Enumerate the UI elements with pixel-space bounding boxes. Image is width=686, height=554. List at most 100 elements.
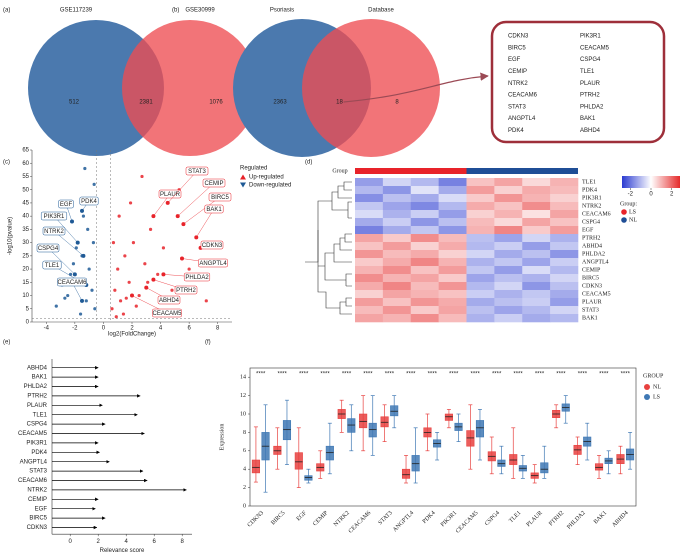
significance-label: **** (342, 372, 352, 378)
heat-cell (355, 282, 384, 291)
y-tick-label: NTRK2 (27, 487, 47, 493)
heat-cell (550, 306, 579, 315)
significance-label: **** (256, 372, 266, 378)
label-box (183, 272, 211, 282)
heat-cell (410, 226, 439, 235)
heat-cell (522, 290, 551, 299)
point (123, 254, 127, 258)
count-label: 2381 (139, 100, 153, 106)
y-tick-label: ANGPTL4 (20, 459, 48, 465)
y-tick-label: PDK4 (31, 450, 47, 456)
heat-cell (522, 218, 551, 227)
point-label: PIK3R1 (44, 214, 65, 220)
y-tick-label: 15 (22, 280, 29, 286)
point-label: CEACAM5 (152, 311, 182, 317)
heat-cell (355, 258, 384, 267)
row-label: TLE1 (582, 179, 596, 185)
heat-cell (522, 282, 551, 291)
gene-name: BIRC5 (508, 45, 526, 51)
heat-cell (382, 250, 412, 259)
significance-label: **** (363, 372, 373, 378)
point (128, 201, 133, 205)
heat-cell (382, 202, 412, 211)
y-tick-label: PIK3R1 (26, 440, 47, 446)
heat-cell (550, 266, 579, 275)
label-box (57, 277, 87, 287)
count-label: 2363 (273, 100, 287, 106)
heat-cell (355, 274, 384, 283)
y-tick-label: 4 (243, 467, 246, 473)
heat-cell (355, 234, 384, 243)
panel-label: (c) (3, 160, 10, 166)
label-box (185, 166, 209, 176)
point (140, 174, 144, 179)
heat-cell (522, 266, 551, 275)
heat-cell (438, 258, 467, 267)
heat-cell (438, 274, 467, 283)
labeled-point (80, 298, 84, 303)
box (401, 468, 411, 479)
label-box (42, 260, 62, 270)
heat-cell (522, 298, 551, 307)
point (78, 312, 83, 316)
box (594, 463, 604, 471)
point (63, 296, 67, 300)
y-tick-label: 30 (22, 240, 29, 246)
box (444, 413, 453, 421)
significance-label: **** (621, 372, 631, 378)
y-tick-label: 50 (22, 187, 29, 193)
gene-name: CEACAM6 (508, 93, 538, 99)
point (137, 293, 141, 298)
labeled-point (151, 214, 156, 219)
gene-name: PLAUR (580, 81, 601, 87)
heat-cell (382, 258, 412, 267)
heat-cell (494, 178, 523, 187)
heat-cell (494, 274, 523, 283)
y-tick-label: CEMIP (28, 497, 47, 503)
x-tick-label: TLE1 (508, 510, 522, 524)
significance-label: **** (492, 372, 502, 378)
row-label: PLAUR (582, 299, 602, 305)
heat-cell (494, 194, 523, 203)
x-tick-label: PHLDA2 (566, 510, 587, 531)
heat-cell (382, 186, 412, 195)
point-label: EGF (60, 202, 73, 208)
heat-cell (438, 242, 467, 251)
heat-cell (410, 178, 439, 187)
panel-label: (e) (3, 340, 10, 346)
row-label: EGF (582, 227, 594, 233)
row-label: BIRC5 (582, 275, 599, 281)
gene-name: EGF (508, 57, 521, 63)
x-tick-label: PTRH2 (548, 510, 565, 527)
significance-label: **** (470, 372, 480, 378)
box (359, 413, 368, 429)
legend-symbol (644, 394, 650, 400)
x-tick-label: CEMIP (312, 510, 330, 528)
point-label: PHLDA2 (185, 275, 209, 281)
gene-name: CDKN3 (508, 34, 529, 40)
heat-cell (494, 290, 523, 299)
heat-cell (550, 242, 579, 251)
label-box (158, 189, 182, 199)
heat-cell (382, 298, 412, 307)
heat-cell (494, 186, 523, 195)
set-circle (122, 20, 258, 156)
heat-cell (466, 202, 495, 211)
significance-label: **** (578, 372, 588, 378)
y-tick-label: 60 (22, 161, 29, 167)
legend-label: LS (629, 209, 636, 215)
heat-cell (355, 306, 384, 315)
y-tick-label: 10 (22, 293, 29, 299)
labeled-point (151, 277, 156, 282)
x-tick-label: CEACAM5 (455, 510, 480, 535)
gene-box (490, 20, 666, 144)
heat-cell (522, 258, 551, 267)
x-tick-label: 2 (130, 326, 134, 332)
heat-cell (355, 290, 384, 299)
heat-cell (494, 266, 523, 275)
count-label: 1076 (209, 100, 223, 106)
y-tick-label: 20 (22, 267, 29, 273)
y-tick-label: TLE1 (33, 412, 48, 418)
gene-name: PTRH2 (580, 93, 600, 99)
point (148, 227, 153, 231)
